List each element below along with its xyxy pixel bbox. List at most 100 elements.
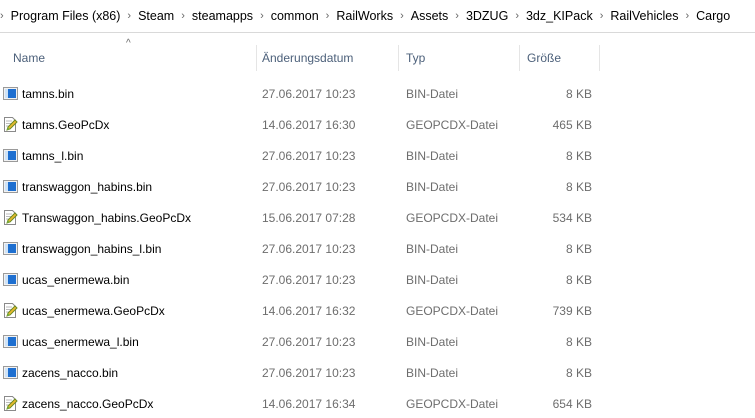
chevron-right-icon[interactable]: › [181,10,185,22]
geopcdx-file-icon [3,396,18,411]
breadcrumb-label[interactable]: 3DZUG [465,9,509,23]
chevron-right-icon[interactable]: › [400,10,404,22]
chevron-right-icon[interactable]: › [515,10,519,22]
file-size: 8 KB [565,87,592,101]
file-name[interactable]: ucas_enermewa.GeoPcDx [22,304,165,318]
breadcrumb-item[interactable]: › 3DZUG [448,9,508,23]
file-row[interactable]: ucas_enermewa.GeoPcDx 14.06.2017 16:32 G… [0,300,755,322]
column-size[interactable]: Größe [527,51,562,65]
breadcrumb-label[interactable]: RailVehicles [610,9,679,23]
file-name[interactable]: ucas_enermewa.bin [22,273,130,287]
file-date: 14.06.2017 16:34 [262,397,356,411]
chevron-right-icon[interactable]: › [0,10,4,22]
file-date: 27.06.2017 10:23 [262,242,356,256]
sort-ascending-icon: ^ [126,38,131,49]
breadcrumb-item[interactable]: › Cargo [678,9,730,23]
breadcrumb-item[interactable]: › Steam [120,9,174,23]
column-type[interactable]: Typ [406,51,426,65]
column-name[interactable]: Name [13,51,46,65]
file-type: GEOPCDX-Datei [406,211,499,225]
file-size: 534 KB [552,211,592,225]
bin-file-icon [3,148,18,163]
bin-file-icon [3,241,18,256]
file-type: BIN-Datei [406,180,459,194]
column-divider[interactable] [599,45,600,71]
breadcrumb-label[interactable]: Steam [138,9,175,23]
file-date: 27.06.2017 10:23 [262,87,356,101]
file-type: BIN-Datei [406,273,459,287]
chevron-right-icon[interactable]: › [685,10,690,22]
file-row[interactable]: zacens_nacco.bin 27.06.2017 10:23 BIN-Da… [0,362,755,384]
geopcdx-file-icon [3,210,18,225]
file-row[interactable]: transwaggon_habins_l.bin 27.06.2017 10:2… [0,238,755,260]
file-type: GEOPCDX-Datei [406,118,499,132]
file-type: BIN-Datei [406,366,459,380]
column-divider[interactable] [256,45,257,71]
file-type: BIN-Datei [406,242,459,256]
file-size: 465 KB [552,118,592,132]
file-row[interactable]: zacens_nacco.GeoPcDx 14.06.2017 16:34 GE… [0,393,755,415]
file-size: 739 KB [552,304,592,318]
file-type: GEOPCDX-Datei [406,397,499,411]
breadcrumb-item[interactable]: › common [253,9,319,23]
file-row[interactable]: transwaggon_habins.bin 27.06.2017 10:23 … [0,176,755,198]
column-date[interactable]: Änderungsdatum [262,51,354,65]
file-size: 8 KB [565,180,592,194]
breadcrumb-item[interactable]: › 3dz_KIPack [508,9,592,23]
file-size: 8 KB [565,149,592,163]
file-size: 8 KB [565,335,592,349]
file-name[interactable]: zacens_nacco.GeoPcDx [22,397,154,411]
file-name[interactable]: transwaggon_habins_l.bin [22,242,162,256]
breadcrumb-label[interactable]: RailWorks [336,9,394,23]
breadcrumb-item[interactable]: › RailWorks [319,9,393,23]
file-name[interactable]: tamns_l.bin [22,149,84,163]
column-divider[interactable] [519,45,520,71]
breadcrumb-label[interactable]: common [270,9,319,23]
file-type: BIN-Datei [406,87,459,101]
column-header: ^ Name Änderungsdatum Typ Größe [0,38,755,71]
file-size: 8 KB [565,273,592,287]
file-date: 27.06.2017 10:23 [262,180,356,194]
chevron-right-icon[interactable]: › [325,10,330,22]
file-name[interactable]: Transwaggon_habins.GeoPcDx [22,211,191,225]
breadcrumb-item[interactable]: › Assets [393,9,448,23]
file-name[interactable]: ucas_enermewa_l.bin [22,335,139,349]
file-row[interactable]: Transwaggon_habins.GeoPcDx 15.06.2017 07… [0,207,755,229]
file-type: GEOPCDX-Datei [406,304,499,318]
file-date: 27.06.2017 10:23 [262,149,356,163]
file-date: 27.06.2017 10:23 [262,366,356,380]
chevron-right-icon[interactable]: › [260,10,264,22]
breadcrumb-label[interactable]: steamapps [191,9,254,23]
breadcrumb-label[interactable]: Cargo [696,9,731,23]
bin-file-icon [3,179,18,194]
file-type: BIN-Datei [406,149,459,163]
breadcrumb-item[interactable]: › Program Files (x86) [0,9,120,23]
file-date: 14.06.2017 16:30 [262,118,356,132]
geopcdx-file-icon [3,303,18,318]
file-size: 654 KB [552,397,592,411]
chevron-right-icon[interactable]: › [127,10,132,22]
file-row[interactable]: ucas_enermewa_l.bin 27.06.2017 10:23 BIN… [0,331,755,353]
breadcrumb: › Program Files (x86) › Steam › steamapps › com… [0,0,755,33]
file-name[interactable]: transwaggon_habins.bin [22,180,153,194]
chevron-right-icon[interactable]: › [599,10,604,22]
file-row[interactable]: tamns.GeoPcDx 14.06.2017 16:30 GEOPCDX-D… [0,114,755,136]
file-type: BIN-Datei [406,335,459,349]
breadcrumb-label[interactable]: Assets [410,9,449,23]
file-row[interactable]: tamns.bin 27.06.2017 10:23 BIN-Datei 8 K… [0,83,755,105]
file-name[interactable]: tamns.GeoPcDx [22,118,110,132]
file-date: 27.06.2017 10:23 [262,335,356,349]
file-name[interactable]: zacens_nacco.bin [22,366,119,380]
breadcrumb-item[interactable]: › RailVehicles [593,9,679,23]
file-date: 14.06.2017 16:32 [262,304,356,318]
file-row[interactable]: ucas_enermewa.bin 27.06.2017 10:23 BIN-D… [0,269,755,291]
file-row[interactable]: tamns_l.bin 27.06.2017 10:23 BIN-Datei 8… [0,145,755,167]
breadcrumb-label[interactable]: Program Files (x86) [10,9,121,23]
chevron-right-icon[interactable]: › [455,10,459,22]
file-size: 8 KB [565,366,592,380]
column-divider[interactable] [398,45,399,71]
file-name[interactable]: tamns.bin [22,87,75,101]
bin-file-icon [3,272,18,287]
breadcrumb-item[interactable]: › steamapps [174,9,253,23]
breadcrumb-label[interactable]: 3dz_KIPack [525,9,593,23]
